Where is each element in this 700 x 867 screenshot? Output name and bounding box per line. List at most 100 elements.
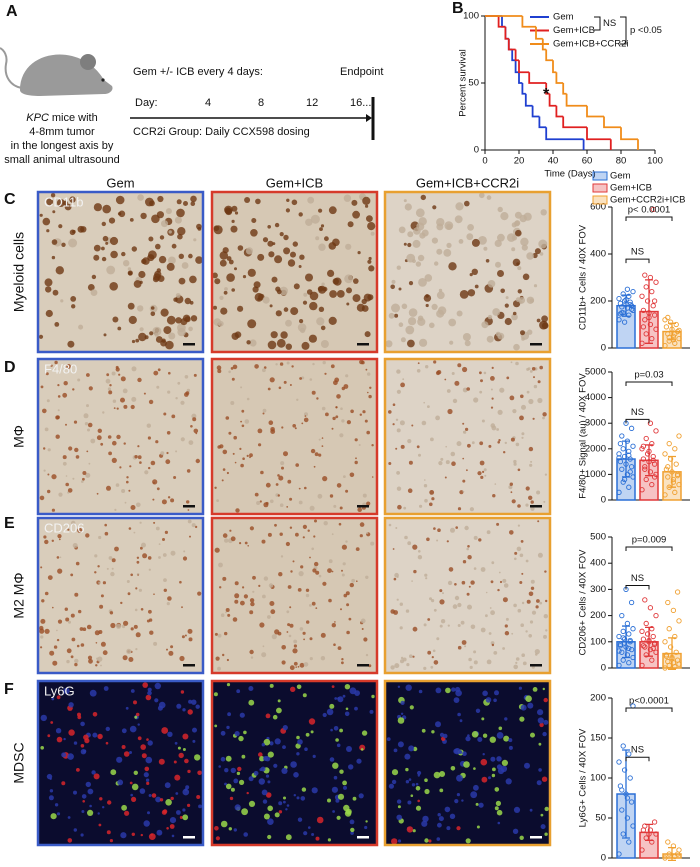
texture-dot bbox=[442, 733, 448, 739]
texture-dot bbox=[111, 558, 116, 563]
data-point bbox=[642, 597, 648, 603]
texture-dot bbox=[166, 602, 170, 606]
texture-dot bbox=[417, 362, 420, 365]
texture-dot bbox=[220, 756, 226, 762]
texture-dot bbox=[241, 808, 249, 816]
texture-dot bbox=[361, 730, 368, 736]
texture-dot bbox=[281, 660, 286, 665]
texture-dot bbox=[498, 726, 503, 731]
texture-dot bbox=[155, 336, 163, 343]
texture-dot bbox=[183, 201, 188, 206]
texture-dot bbox=[470, 791, 478, 799]
texture-dot bbox=[331, 427, 334, 430]
texture-dot bbox=[447, 624, 450, 627]
texture-dot bbox=[134, 715, 138, 719]
texture-dot bbox=[411, 580, 413, 582]
data-point bbox=[650, 303, 656, 309]
texture-dot bbox=[307, 196, 315, 204]
texture-dot bbox=[135, 712, 140, 717]
texture-dot bbox=[182, 748, 186, 751]
texture-dot bbox=[396, 486, 402, 491]
texture-dot bbox=[51, 239, 58, 245]
texture-dot bbox=[167, 390, 171, 394]
texture-dot bbox=[97, 656, 103, 662]
micrograph bbox=[383, 357, 552, 516]
texture-dot bbox=[483, 246, 488, 251]
texture-dot bbox=[488, 444, 492, 448]
texture-dot bbox=[301, 787, 307, 792]
texture-dot bbox=[322, 360, 326, 365]
texture-dot bbox=[161, 809, 167, 815]
image-border bbox=[383, 190, 552, 354]
texture-dot bbox=[185, 785, 190, 790]
texture-dot bbox=[93, 254, 100, 261]
texture-dot bbox=[311, 833, 315, 836]
texture-dot bbox=[404, 203, 412, 211]
texture-dot bbox=[137, 445, 140, 448]
texture-dot bbox=[121, 804, 127, 811]
panel-letter: E bbox=[4, 515, 15, 532]
texture-dot bbox=[454, 215, 463, 224]
texture-dot bbox=[519, 415, 524, 421]
texture-dot bbox=[54, 360, 58, 365]
texture-dot bbox=[249, 598, 255, 603]
texture-dot bbox=[297, 817, 303, 822]
survival-step bbox=[531, 105, 540, 118]
data-point bbox=[630, 474, 636, 480]
texture-dot bbox=[160, 451, 165, 456]
day-tick: 16... bbox=[350, 97, 371, 109]
texture-dot bbox=[288, 634, 292, 638]
data-point bbox=[662, 639, 668, 645]
texture-dot bbox=[520, 704, 527, 711]
data-point bbox=[640, 443, 647, 449]
texture-dot bbox=[187, 769, 191, 774]
texture-dot bbox=[100, 594, 104, 598]
texture-dot bbox=[537, 709, 544, 716]
texture-dot bbox=[214, 724, 218, 728]
texture-dot bbox=[490, 376, 495, 381]
texture-dot bbox=[456, 441, 462, 447]
data-point bbox=[647, 469, 654, 475]
texture-dot bbox=[175, 293, 181, 298]
texture-dot bbox=[359, 744, 366, 751]
texture-dot bbox=[146, 423, 151, 428]
texture-dot bbox=[96, 657, 99, 660]
texture-dot bbox=[93, 203, 102, 212]
texture-dot bbox=[311, 547, 315, 551]
texture-dot bbox=[90, 438, 96, 444]
texture-dot bbox=[133, 700, 137, 705]
data-point bbox=[676, 481, 682, 488]
texture-dot bbox=[530, 500, 534, 504]
texture-dot bbox=[283, 451, 288, 457]
micrograph bbox=[210, 190, 379, 354]
texture-dot bbox=[155, 243, 161, 250]
texture-dot bbox=[105, 378, 111, 384]
texture-dot bbox=[241, 424, 245, 428]
texture-dot bbox=[545, 629, 548, 632]
texture-dot bbox=[278, 572, 283, 577]
texture-dot bbox=[75, 455, 80, 459]
texture-dot bbox=[407, 488, 413, 494]
texture-dot bbox=[407, 800, 412, 805]
texture-dot bbox=[470, 624, 476, 630]
texture-dot bbox=[153, 593, 155, 595]
texture-dot bbox=[96, 492, 99, 495]
texture-dot bbox=[180, 400, 185, 405]
micrograph bbox=[383, 190, 552, 354]
texture-dot bbox=[396, 799, 402, 804]
texture-dot bbox=[328, 598, 332, 603]
texture-dot bbox=[444, 476, 447, 479]
texture-dot bbox=[213, 225, 223, 235]
texture-dot bbox=[499, 387, 505, 393]
texture-dot bbox=[109, 611, 114, 615]
texture-dot bbox=[249, 610, 254, 615]
texture-dot bbox=[530, 506, 535, 511]
texture-dot bbox=[299, 377, 302, 380]
texture-dot bbox=[431, 237, 438, 244]
texture-dot bbox=[262, 412, 265, 415]
texture-dot bbox=[343, 785, 347, 790]
texture-dot bbox=[352, 294, 361, 303]
data-point bbox=[651, 640, 658, 646]
survival-step bbox=[514, 49, 519, 62]
y-tick-label: 2000 bbox=[585, 443, 606, 454]
